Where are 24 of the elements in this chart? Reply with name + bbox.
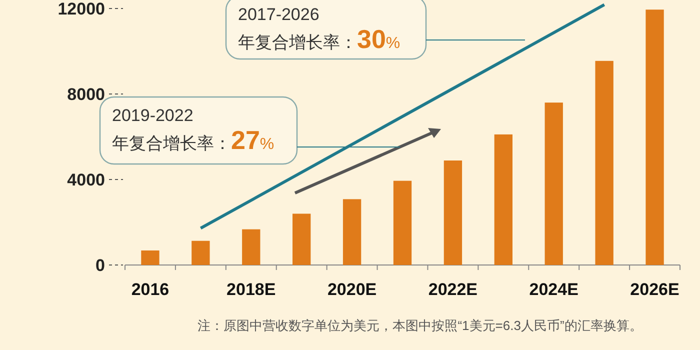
y-tick-label: 12000 xyxy=(58,0,105,18)
y-tick-label: 4000 xyxy=(67,170,105,190)
bar xyxy=(393,180,412,265)
bar xyxy=(544,102,563,265)
y-tick-label: 8000 xyxy=(67,84,105,104)
x-tick-label: 2020E xyxy=(327,280,377,299)
annotation: 2019-2022 年复合增长率：27% xyxy=(112,106,274,155)
x-tick-label: 2026E xyxy=(630,280,680,299)
annotation: 2017-2026 年复合增长率：30% xyxy=(238,5,400,54)
bar xyxy=(444,160,462,265)
x-tick-label: 2022E xyxy=(428,280,478,299)
bar xyxy=(646,10,664,265)
bar xyxy=(141,250,160,265)
bar xyxy=(595,60,614,265)
bar xyxy=(342,199,362,265)
bar xyxy=(192,240,210,265)
text: 注：原图中营收数字单位为美元，本图中按照“1美元=6.3人民币”的汇率换算。 xyxy=(198,318,642,333)
bar xyxy=(292,214,311,265)
y-tick-label: 0 xyxy=(96,256,105,275)
x-tick-label: 2024E xyxy=(529,280,578,299)
bar xyxy=(242,229,260,265)
x-tick-label: 2018E xyxy=(226,280,276,299)
bar xyxy=(494,134,512,265)
x-tick-label: 2016 xyxy=(131,280,170,299)
